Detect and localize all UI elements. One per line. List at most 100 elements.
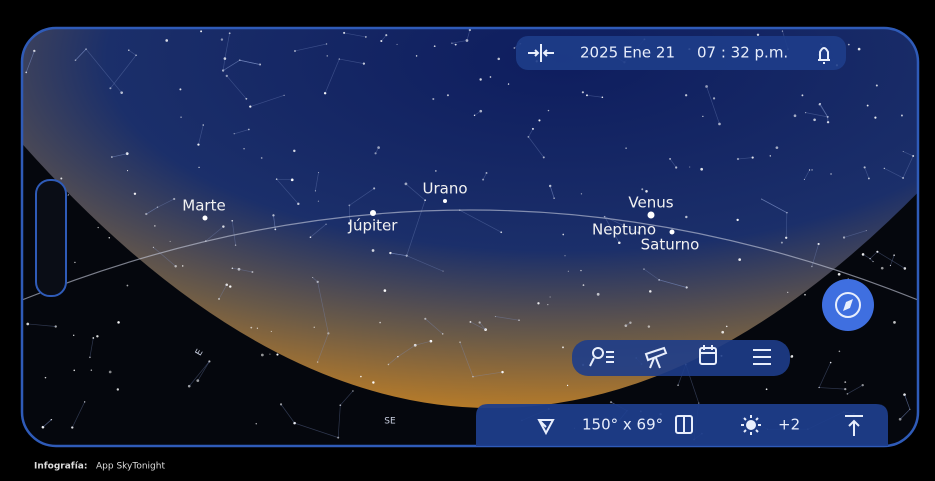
star (435, 170, 436, 171)
star (372, 249, 375, 252)
bottom-panel (476, 404, 888, 446)
star (74, 262, 75, 263)
star (567, 385, 568, 386)
star (867, 105, 869, 107)
time[interactable]: 07 : 32 p.m. (697, 44, 788, 62)
star (893, 321, 896, 324)
star (766, 388, 768, 390)
star (874, 117, 876, 119)
star (802, 94, 804, 96)
star (548, 110, 549, 111)
brightness-icon[interactable] (741, 415, 761, 435)
star (770, 155, 771, 156)
star (838, 273, 841, 276)
star (804, 294, 806, 296)
star (432, 98, 434, 100)
star (508, 83, 509, 84)
star (198, 167, 199, 168)
star (45, 377, 47, 379)
star (73, 370, 75, 372)
star (781, 242, 783, 244)
star (134, 193, 136, 195)
star (180, 116, 181, 117)
star (700, 168, 703, 171)
star (117, 388, 119, 390)
planet-label[interactable]: Venus (628, 194, 673, 212)
star (562, 346, 564, 348)
star (326, 55, 328, 57)
star (447, 94, 449, 96)
star (416, 55, 417, 56)
star (179, 88, 181, 90)
planet-dot (648, 212, 655, 219)
star (848, 44, 850, 46)
star (261, 157, 263, 159)
star (685, 216, 687, 218)
star (314, 327, 315, 328)
star (550, 296, 551, 297)
side-handle[interactable] (36, 180, 66, 296)
star (538, 119, 540, 121)
star (96, 335, 98, 337)
star (170, 241, 171, 242)
star (372, 381, 374, 383)
planet-label[interactable]: Marte (182, 197, 225, 215)
star (648, 325, 650, 327)
star (580, 270, 581, 271)
star (625, 147, 626, 148)
star (397, 44, 398, 45)
star (127, 170, 128, 171)
date[interactable]: 2025 Ene 21 (580, 44, 675, 62)
star (257, 328, 258, 329)
credit-source: App SkyTonight (96, 462, 165, 472)
star (597, 293, 600, 296)
star (562, 234, 564, 236)
star (379, 322, 381, 324)
star (881, 267, 884, 270)
star (117, 321, 120, 324)
star (109, 237, 110, 238)
star (182, 265, 183, 266)
planet-label[interactable]: Urano (422, 180, 467, 198)
star (154, 225, 156, 227)
star (318, 201, 319, 202)
brightness-value[interactable]: +2 (778, 416, 800, 434)
planet-label[interactable]: Júpiter (348, 217, 399, 235)
star (377, 146, 380, 149)
field-of-view[interactable]: 150° x 69° (582, 416, 663, 434)
star (293, 150, 295, 152)
star (787, 292, 788, 293)
star (537, 302, 539, 304)
star (582, 91, 584, 93)
star (250, 327, 252, 329)
top-pill (516, 36, 846, 70)
star (73, 335, 74, 336)
planet-dot (443, 199, 447, 203)
planet-label[interactable]: Saturno (641, 236, 700, 254)
star (269, 354, 270, 355)
star (645, 190, 648, 193)
star (97, 227, 98, 228)
sky-view: Marte Urano Júpiter Venus Neptuno Saturn… (10, 20, 930, 446)
star (276, 354, 278, 356)
star (479, 78, 481, 80)
star (221, 38, 223, 40)
star (738, 258, 741, 261)
planet-dot (670, 230, 675, 235)
star (497, 58, 500, 61)
planet-dot (370, 210, 376, 216)
star (256, 423, 257, 424)
star (165, 39, 168, 42)
star (726, 326, 728, 328)
star (858, 48, 861, 51)
star (490, 76, 492, 78)
star (91, 369, 92, 370)
star (757, 34, 759, 36)
star (127, 285, 129, 287)
star (791, 355, 793, 357)
star (109, 371, 112, 374)
star (901, 115, 903, 117)
bottom-bar: 150° x 69° +2 (476, 404, 888, 446)
star (811, 169, 813, 171)
star (434, 45, 436, 47)
